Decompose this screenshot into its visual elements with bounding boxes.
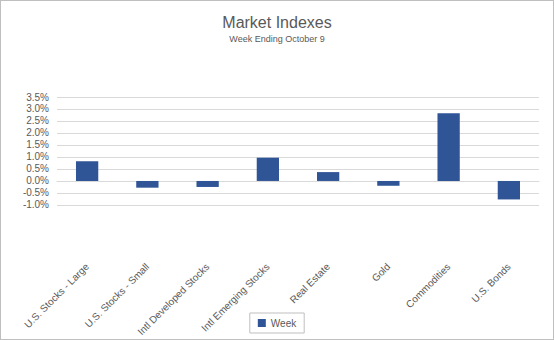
svg-text:Commodities: Commodities [404,261,453,310]
svg-text:1.5%: 1.5% [26,139,49,150]
svg-text:2.5%: 2.5% [26,115,49,126]
svg-text:Gold: Gold [370,261,393,284]
svg-text:-1.0%: -1.0% [23,199,49,210]
svg-text:1.0%: 1.0% [26,151,49,162]
svg-text:-0.5%: -0.5% [23,187,49,198]
svg-text:Real Estate: Real Estate [288,261,333,306]
svg-text:Market Indexes: Market Indexes [222,14,331,31]
svg-text:0.5%: 0.5% [26,163,49,174]
svg-text:Intl Emerging Stocks: Intl Emerging Stocks [199,261,272,334]
svg-text:3.5%: 3.5% [26,92,49,103]
svg-text:3.0%: 3.0% [26,103,49,114]
svg-text:Week: Week [271,318,297,329]
svg-text:0.0%: 0.0% [26,175,49,186]
svg-text:Week Ending October 9: Week Ending October 9 [229,34,324,44]
svg-text:2.0%: 2.0% [26,127,49,138]
svg-text:U.S. Bonds: U.S. Bonds [469,261,512,304]
svg-text:Intl Developed Stocks: Intl Developed Stocks [135,261,212,338]
svg-text:U.S. Stocks - Large: U.S. Stocks - Large [22,261,91,330]
svg-text:U.S. Stocks - Small: U.S. Stocks - Small [83,261,152,330]
